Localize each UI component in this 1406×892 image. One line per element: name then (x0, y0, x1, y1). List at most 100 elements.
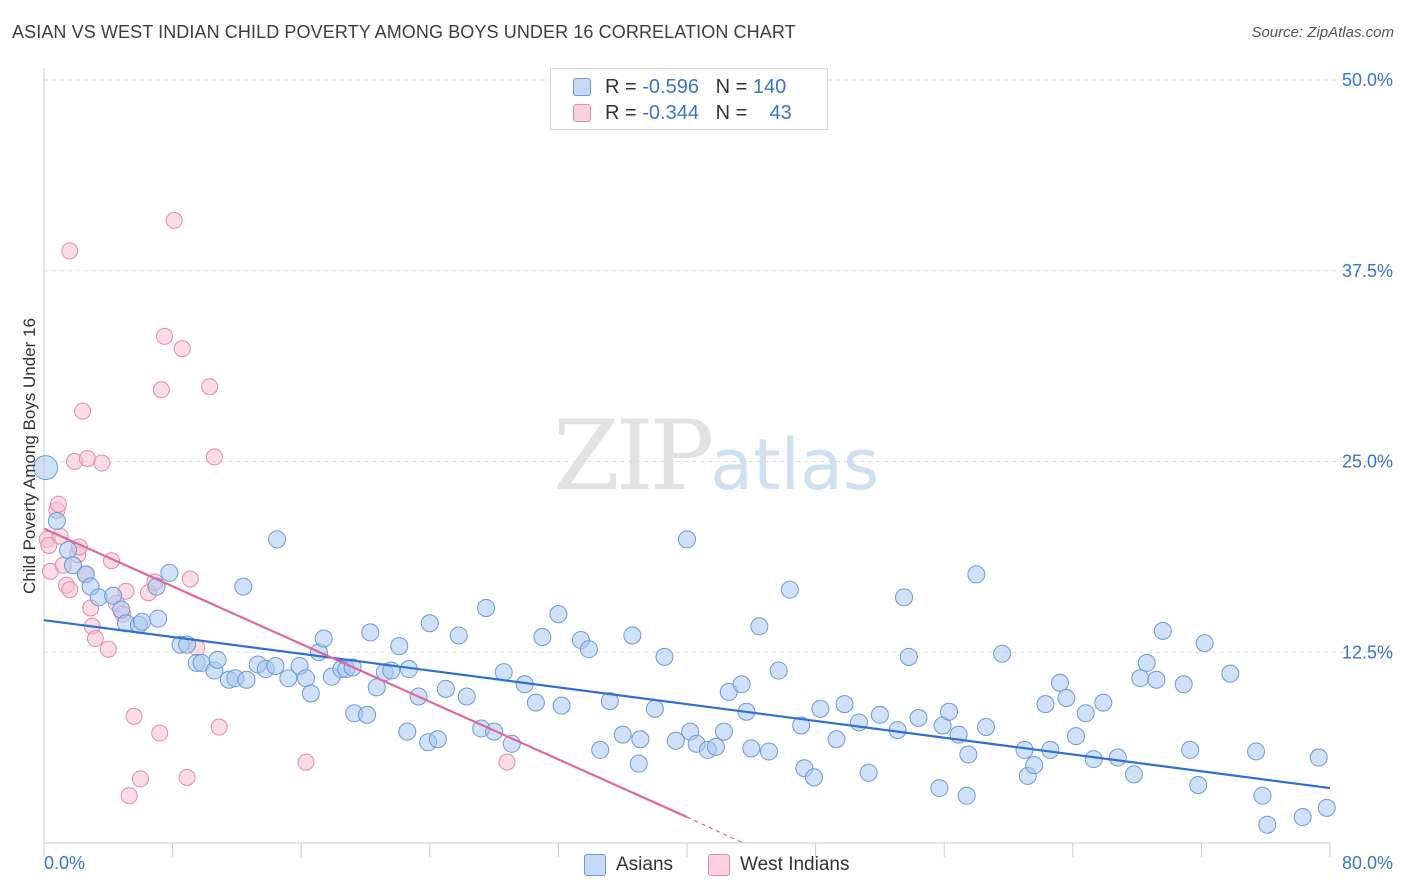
asian-point (666, 731, 685, 750)
asian-point (1247, 742, 1266, 761)
asian-point (1309, 748, 1328, 767)
asian-point (899, 647, 918, 666)
west-indian-point (99, 640, 117, 658)
correlation-legend: R = -0.596 N = 140 R = -0.344 N = 43 (550, 68, 828, 130)
asian-point (579, 640, 598, 659)
asian-point (1174, 675, 1193, 694)
west-indian-point (165, 211, 183, 229)
asian-point (957, 786, 976, 805)
x-tick-label-max: 80.0% (1342, 853, 1393, 873)
asian-point (732, 675, 751, 694)
chart-title: ASIAN VS WEST INDIAN CHILD POVERTY AMONG… (12, 22, 796, 42)
asian-point (993, 644, 1012, 663)
west-indians-legend-swatch (708, 854, 730, 876)
asian-point (494, 663, 513, 682)
y-tick-label: 37.5% (1342, 261, 1393, 281)
asian-point (552, 696, 571, 715)
asian-point (1057, 689, 1076, 708)
asian-point (959, 745, 978, 764)
r-label: R = (605, 101, 637, 124)
asian-point (1147, 670, 1166, 689)
west-indian-point (210, 718, 228, 736)
asian-point (104, 586, 123, 605)
n-value: 140 (752, 75, 787, 98)
asians-legend-label: Asians (616, 854, 674, 875)
asian-point (835, 695, 854, 714)
west-indian-point (173, 340, 191, 358)
west-indian-point (120, 787, 138, 805)
n-label: N = (715, 101, 748, 124)
asian-point (149, 609, 168, 628)
asian-point (742, 739, 761, 758)
west-indian-point (86, 630, 104, 648)
asian-point (1181, 740, 1200, 759)
asian-point (678, 530, 696, 549)
asian-point (549, 605, 568, 624)
asian-point (234, 577, 253, 596)
asian-point (314, 629, 333, 648)
asian-point (477, 598, 496, 617)
x-tick-label-min: 0.0% (44, 853, 85, 873)
asian-point (1036, 695, 1055, 714)
asian-point (268, 530, 287, 549)
west-indian-point (297, 753, 315, 771)
asian-point (967, 565, 986, 584)
asian-point (237, 670, 256, 689)
west-indian-point (131, 770, 149, 788)
asian-point (895, 588, 914, 607)
n-label: N = (715, 75, 748, 98)
west-indian-point (498, 753, 516, 771)
asian-point (811, 699, 830, 718)
asian-point (59, 541, 78, 560)
asian-point (1137, 653, 1156, 672)
r-value: -0.344 (642, 101, 699, 124)
west-indian-point (74, 402, 92, 420)
asian-point (940, 702, 959, 721)
west-indian-point (151, 724, 169, 742)
asian-point (613, 725, 632, 744)
west-indian-point (49, 495, 67, 513)
n-value: 43 (769, 101, 792, 124)
asian-point (792, 716, 811, 735)
asian-point (398, 722, 417, 741)
y-tick-label: 12.5% (1342, 642, 1393, 662)
asian-point (428, 730, 447, 749)
asian-point (1221, 664, 1240, 683)
zipatlas-watermark: ZIPatlas (553, 400, 879, 512)
west-indian-point (205, 448, 223, 466)
asian-point (47, 512, 66, 531)
source-label: Source: ZipAtlas.com (1251, 24, 1394, 41)
asians-swatch (573, 78, 591, 96)
asian-point (1108, 748, 1127, 767)
asian-point (301, 684, 320, 703)
asian-point (420, 614, 439, 633)
asian-point (133, 612, 152, 631)
asian-point (1124, 765, 1143, 784)
asian-point (63, 556, 82, 575)
legend-row-asians: R = -0.596 N = 140 (573, 74, 786, 100)
asian-point (297, 669, 316, 688)
west-indians-trend-extension (686, 816, 744, 844)
asian-point (526, 693, 545, 712)
r-label: R = (605, 75, 637, 98)
asian-point (600, 692, 619, 711)
asian-point (750, 617, 769, 636)
asian-point (160, 563, 179, 582)
tick-labels: 12.5% 25.0% 37.5% 50.0% 0.0% 80.0% (44, 70, 1393, 873)
bottom-legend-asians: Asians (584, 852, 673, 878)
asian-point (714, 722, 733, 741)
west-indian-point (201, 378, 219, 396)
asian-point (859, 763, 878, 782)
asian-point (1094, 693, 1113, 712)
west-indians-trend-line (43, 527, 688, 819)
grid-layer (44, 79, 1394, 653)
asian-point (645, 699, 664, 718)
asian-point (804, 768, 823, 787)
west-indian-point (61, 242, 79, 260)
west-indians-swatch (573, 104, 591, 122)
asian-point (1076, 704, 1095, 723)
asian-point (436, 679, 455, 698)
west-indian-point (78, 449, 96, 467)
r-value: -0.596 (642, 75, 699, 98)
asian-point (1317, 798, 1336, 817)
